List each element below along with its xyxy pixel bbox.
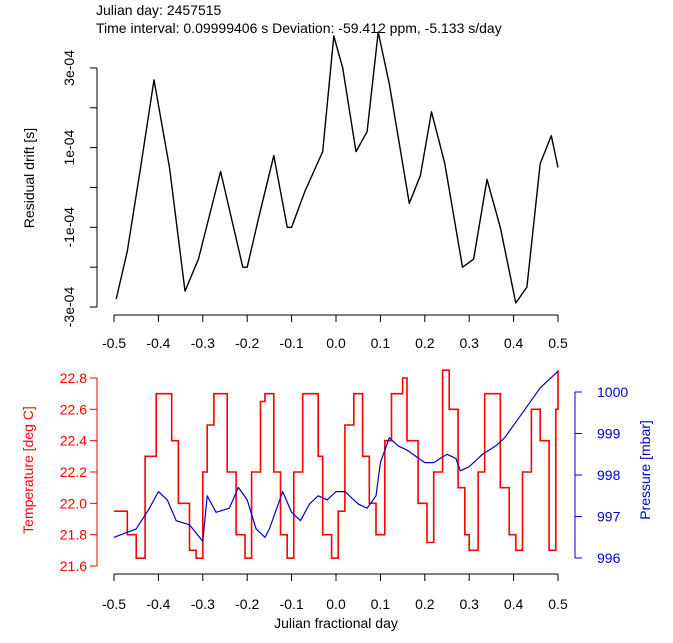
drift-y-tick-label: -3e-04	[61, 287, 77, 328]
temperature-y-tick-label: 22.4	[60, 433, 87, 449]
pressure-y-tick-label: 999	[597, 426, 621, 442]
drift-x-tick-label: -0.5	[102, 335, 126, 351]
drift-x-tick-label: -0.3	[191, 335, 215, 351]
env-x-tick-label: -0.5	[102, 596, 126, 612]
pressure-y-tick-label: 998	[597, 467, 621, 483]
pressure-y-tick-label: 996	[597, 550, 621, 566]
drift-y-axis-label: Residual drift [s]	[21, 128, 37, 228]
drift-x-tick-label: 0.0	[326, 335, 346, 351]
pressure-y-axis-label: Pressure [mbar]	[637, 420, 653, 520]
env-x-tick-label: -0.4	[146, 596, 170, 612]
env-x-tick-label: 0.0	[326, 596, 346, 612]
temperature-y-axis-label: Temperature [deg C]	[20, 406, 36, 534]
drift-plot: Residual drift [s] -0.5 -0.4 -0.3 -0.2 -0.1 0…	[21, 31, 568, 351]
drift-x-tick-label: -0.4	[146, 335, 170, 351]
env-x-tick-label: 0.1	[371, 596, 391, 612]
environment-plot: Temperature [deg C] Pressure [mbar] Juli…	[20, 369, 653, 631]
pressure-series-line	[113, 370, 559, 542]
env-x-tick-label: -0.1	[280, 596, 304, 612]
drift-y-tick-label: 1e-04	[61, 130, 77, 166]
drift-x-tick-label: 0.3	[459, 335, 479, 351]
drift-y-tick-label: 3e-04	[61, 50, 77, 86]
temperature-series-line	[114, 369, 559, 559]
drift-x-tick-label: 0.1	[371, 335, 391, 351]
env-x-tick-label: 0.3	[459, 596, 479, 612]
drift-x-tick-label: 0.5	[548, 335, 568, 351]
temperature-y-tick-label: 22.8	[60, 370, 87, 386]
x-axis-label: Julian fractional day	[274, 615, 398, 631]
temperature-y-tick-label: 22.2	[60, 464, 87, 480]
drift-series-line	[115, 31, 559, 304]
drift-x-tick-label: -0.1	[280, 335, 304, 351]
drift-x-tick-label: -0.2	[235, 335, 259, 351]
env-x-tick-label: -0.2	[235, 596, 259, 612]
temperature-y-tick-label: 22.0	[60, 495, 87, 511]
env-x-tick-label: 0.2	[415, 596, 435, 612]
drift-x-tick-label: 0.4	[504, 335, 524, 351]
env-x-tick-label: -0.3	[191, 596, 215, 612]
pressure-y-tick-label: 1000	[597, 384, 628, 400]
env-x-tick-label: 0.5	[548, 596, 568, 612]
pressure-y-tick-label: 997	[597, 509, 621, 525]
temperature-y-tick-label: 21.8	[60, 527, 87, 543]
time-interval-label: Time interval: 0.09999406 s Deviation: -…	[96, 20, 502, 36]
temperature-y-tick-label: 21.6	[60, 558, 87, 574]
julian-day-label: Julian day: 2457515	[96, 2, 222, 18]
temperature-y-tick-label: 22.6	[60, 401, 87, 417]
env-x-tick-label: 0.4	[504, 596, 524, 612]
drift-x-tick-label: 0.2	[415, 335, 435, 351]
drift-y-tick-label: -1e-04	[61, 207, 77, 248]
